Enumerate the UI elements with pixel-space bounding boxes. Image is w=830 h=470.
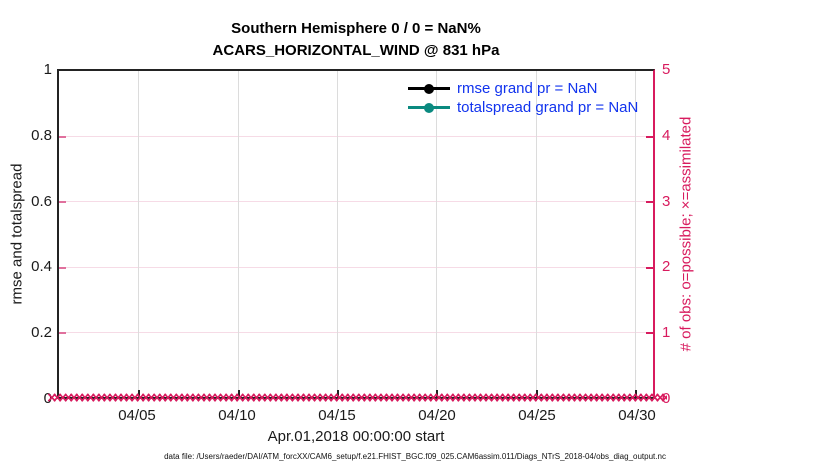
right-axis-tick: [646, 136, 653, 139]
right-axis-tick: [646, 201, 653, 204]
obs-count-marker-band: ××××××××××××××××××××××××××××××××××××××××…: [46, 392, 667, 405]
right-axis-tick: [646, 331, 653, 334]
legend-item-totalspread: totalspread grand pr = NaN: [408, 98, 638, 117]
gridline-vertical: [436, 71, 438, 397]
legend-marker-rmse-icon: [424, 83, 434, 94]
bottom-axis-tick: [337, 390, 340, 397]
left-tick-label: 0.6: [31, 193, 52, 210]
gridline-horizontal: [59, 136, 653, 138]
gridline-vertical: [138, 71, 140, 397]
left-tick-label: 0: [43, 390, 52, 407]
right-tick-label: 0: [662, 390, 671, 407]
right-tick-label: 2: [662, 258, 671, 275]
bottom-axis-tick: [635, 390, 638, 397]
right-tick-label: 4: [662, 127, 671, 144]
left-axis-tick: [59, 331, 66, 334]
gridline-horizontal: [59, 266, 653, 268]
data-file-path: data file: /Users/raeder/DAI/ATM_forcXX/…: [164, 452, 666, 461]
x-tick-label: 04/30: [618, 407, 656, 424]
right-axis-tick: [646, 266, 653, 269]
bottom-axis-tick: [535, 390, 538, 397]
chart-title-line2: ACARS_HORIZONTAL_WIND @ 831 hPa: [212, 42, 500, 59]
legend-label-totalspread: totalspread grand pr = NaN: [457, 99, 639, 116]
right-y-axis-title: # of obs: o=possible; ×=assimilated: [677, 116, 695, 352]
legend: rmse grand pr = NaN totalspread grand pr…: [408, 79, 638, 117]
right-tick-label: 5: [662, 61, 671, 78]
left-tick-label: 0.2: [31, 324, 52, 341]
x-tick-label: 04/10: [218, 407, 256, 424]
left-tick-label: 0.4: [31, 258, 52, 275]
x-axis-title: Apr.01,2018 00:00:00 start: [267, 428, 445, 445]
chart-title-line1: Southern Hemisphere 0 / 0 = NaN%: [231, 20, 481, 37]
right-tick-label: 3: [662, 193, 671, 210]
bottom-axis-tick: [237, 390, 240, 397]
x-tick-label: 04/25: [518, 407, 556, 424]
left-y-axis-title: rmse and totalspread: [8, 163, 26, 305]
right-tick-label: 1: [662, 324, 671, 341]
left-tick-label: 0.8: [31, 127, 52, 144]
gridline-vertical: [635, 71, 637, 397]
gridline-horizontal: [59, 201, 653, 203]
plot-area: [57, 69, 655, 399]
legend-line-totalspread: [408, 102, 450, 113]
left-axis-tick: [59, 266, 66, 269]
legend-marker-totalspread-icon: [424, 102, 434, 113]
legend-line-rmse: [408, 83, 450, 94]
legend-item-rmse: rmse grand pr = NaN: [408, 79, 638, 98]
gridline-vertical: [237, 71, 239, 397]
bottom-axis-tick: [138, 390, 141, 397]
bottom-axis-tick: [436, 390, 439, 397]
gridline-vertical: [337, 71, 339, 397]
x-tick-label: 04/15: [318, 407, 356, 424]
gridline-vertical: [535, 71, 537, 397]
x-tick-label: 04/20: [418, 407, 456, 424]
left-tick-label: 1: [43, 61, 52, 78]
left-axis-tick: [59, 136, 66, 139]
x-tick-label: 04/05: [118, 407, 156, 424]
gridline-horizontal: [59, 331, 653, 333]
legend-label-rmse: rmse grand pr = NaN: [457, 80, 598, 97]
left-axis-tick: [59, 201, 66, 204]
